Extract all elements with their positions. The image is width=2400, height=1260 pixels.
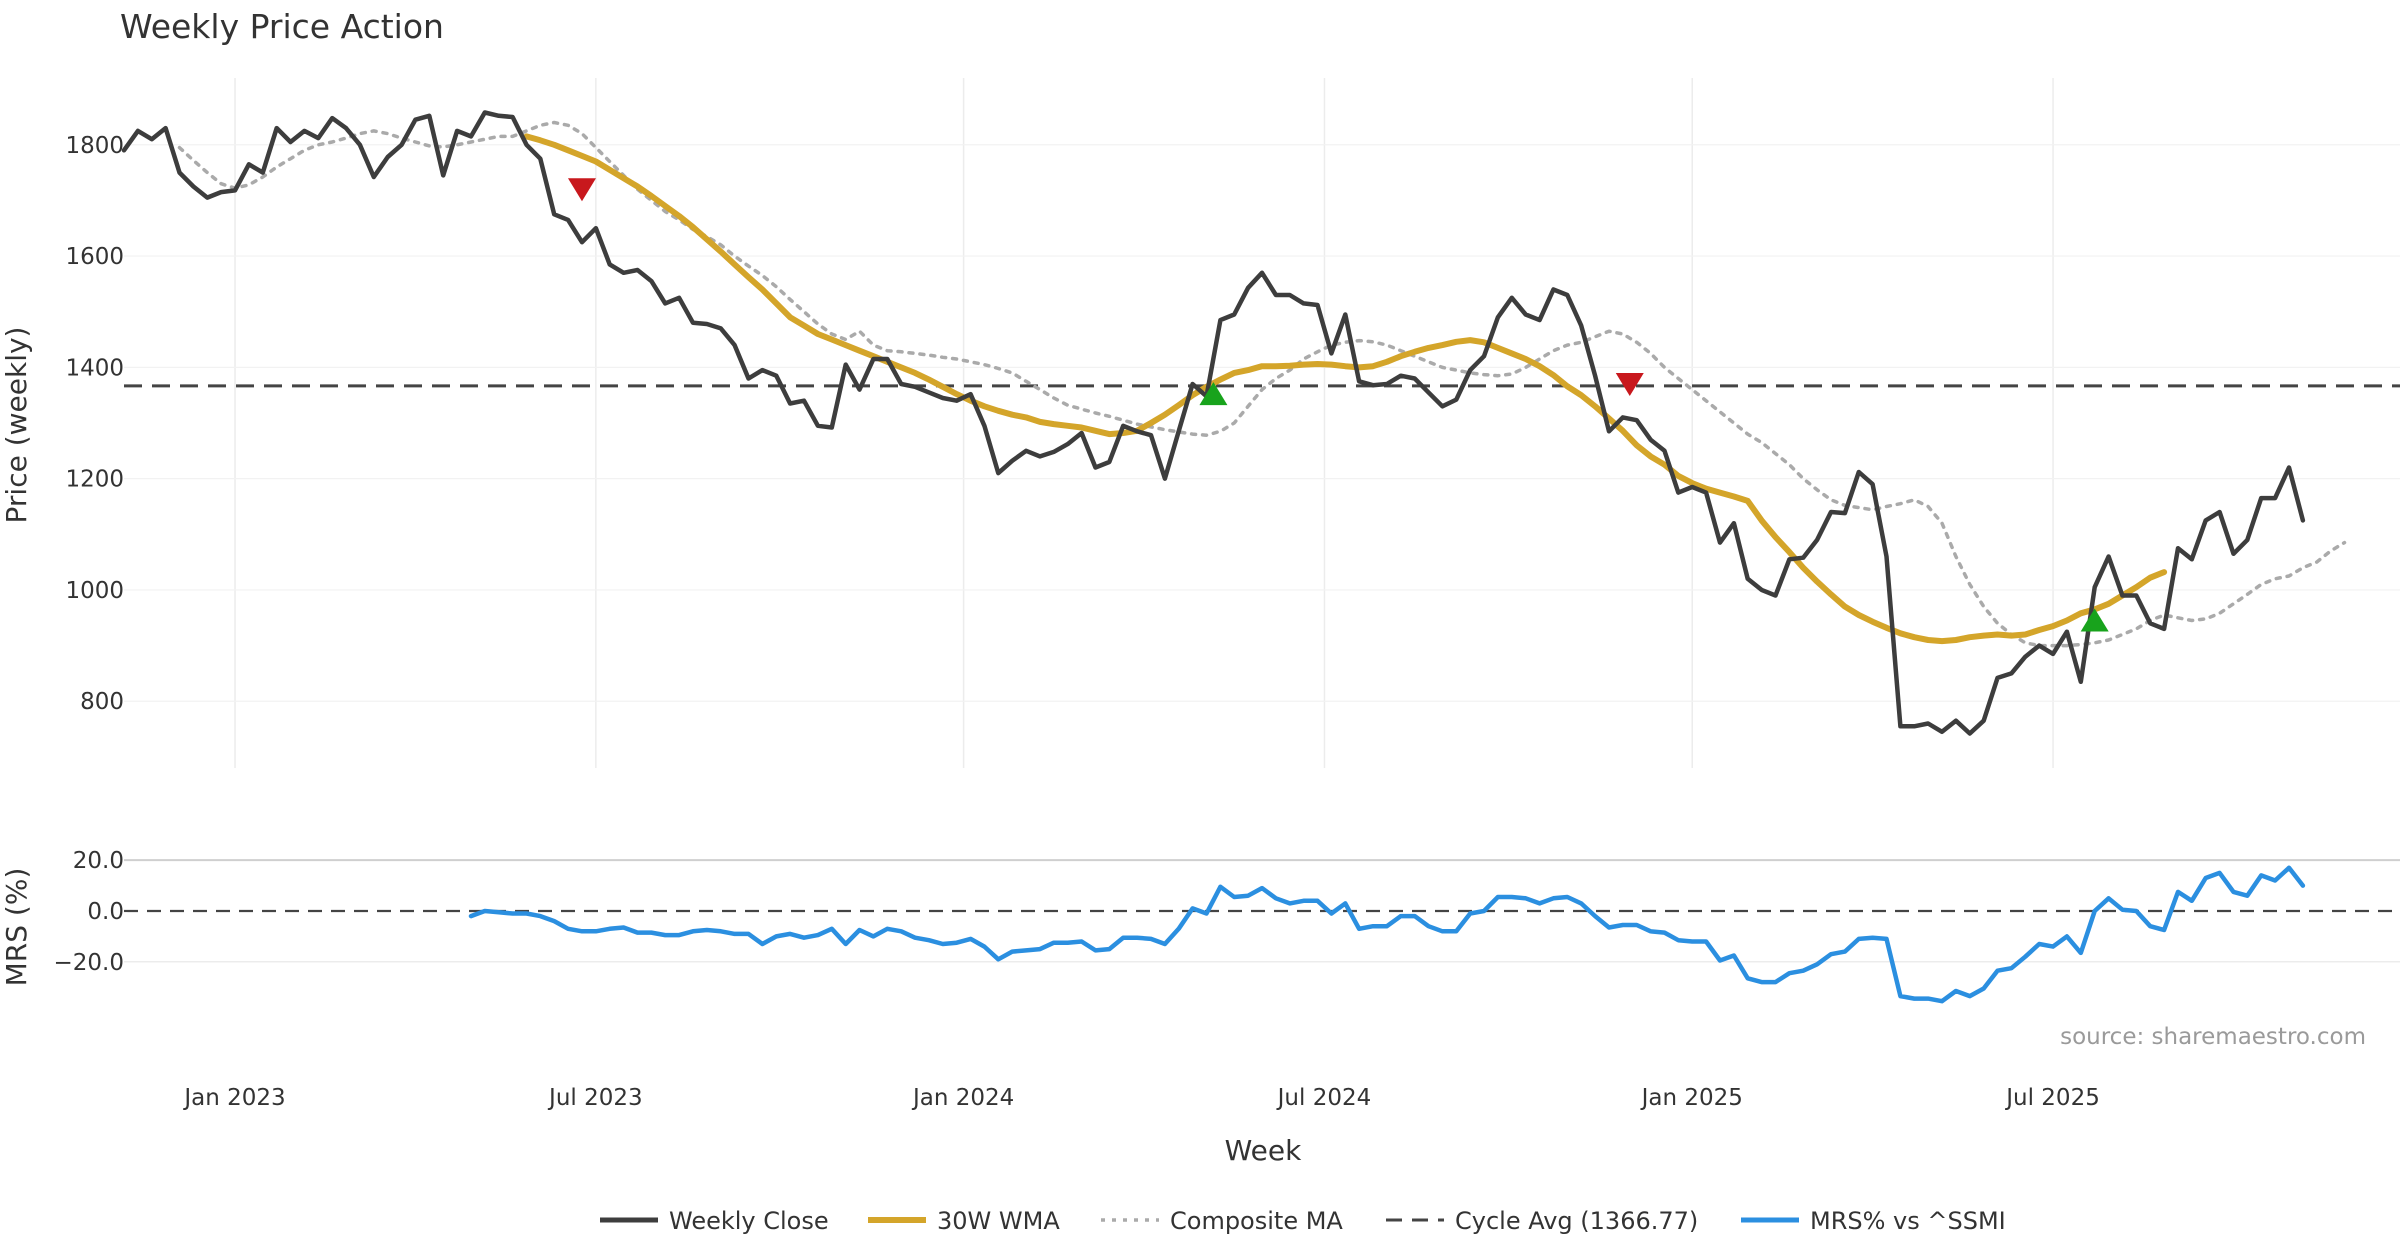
weekly-close-line bbox=[121, 110, 2306, 736]
x-tick-label: Jul 2025 bbox=[2004, 1085, 2100, 1111]
composite-ma-line bbox=[177, 120, 2347, 648]
price-y-tick-label: 800 bbox=[80, 689, 124, 715]
legend-label: MRS% vs ^SSMI bbox=[1810, 1207, 2006, 1235]
buy-signal-marker bbox=[2080, 608, 2109, 632]
price-y-tick-label: 1800 bbox=[65, 133, 124, 159]
legend-label: Composite MA bbox=[1170, 1207, 1343, 1235]
sell-signal-marker bbox=[567, 178, 596, 202]
price-y-tick-label: 1000 bbox=[65, 578, 124, 604]
price-y-axis-label: Price (weekly) bbox=[0, 327, 33, 524]
x-tick-label: Jul 2023 bbox=[547, 1085, 643, 1111]
signals bbox=[567, 178, 2109, 632]
buy-signal-marker bbox=[1199, 382, 1228, 406]
price-y-tick-label: 1400 bbox=[65, 355, 124, 381]
legend-label: Weekly Close bbox=[669, 1207, 829, 1235]
legend-label: 30W WMA bbox=[937, 1207, 1060, 1235]
mrs-y-ticks: 20.0 0.0 −20.0 bbox=[54, 848, 124, 976]
legend-item: Cycle Avg (1366.77) bbox=[1386, 1207, 1698, 1235]
price-y-ticks: 800 1000 1200 1400 1600 1800 bbox=[65, 133, 124, 715]
legend-item: Weekly Close bbox=[600, 1207, 829, 1235]
mrs-grid bbox=[124, 859, 2400, 963]
mrs-y-axis-label: MRS (%) bbox=[0, 868, 33, 987]
mrs-y-tick-label: −20.0 bbox=[54, 950, 124, 976]
price-y-tick-label: 1600 bbox=[65, 244, 124, 270]
mrs-y-tick-label: 20.0 bbox=[73, 848, 124, 874]
legend-item: Composite MA bbox=[1101, 1207, 1343, 1235]
mrs-y-tick-label: 0.0 bbox=[87, 899, 124, 925]
chart-title: Weekly Price Action bbox=[120, 7, 444, 46]
sell-signal-marker bbox=[1615, 373, 1644, 397]
mrs-series bbox=[468, 865, 2306, 1004]
x-ticks: Jan 2023 Jul 2023 Jan 2024 Jul 2024 Jan 2025… bbox=[182, 1085, 2099, 1111]
x-tick-label: Jan 2025 bbox=[1640, 1085, 1743, 1111]
legend-item: 30W WMA bbox=[868, 1207, 1060, 1235]
legend-item: MRS% vs ^SSMI bbox=[1741, 1207, 2006, 1235]
price-series bbox=[121, 110, 2347, 736]
x-tick-label: Jan 2024 bbox=[911, 1085, 1014, 1111]
legend: Weekly Close 30W WMA Composite MA Cycle Avg… bbox=[600, 1207, 2006, 1235]
mrs-line bbox=[468, 865, 2306, 1004]
wma-30w-line bbox=[523, 133, 2168, 645]
price-y-tick-label: 1200 bbox=[65, 467, 124, 493]
x-axis-label: Week bbox=[1225, 1134, 1302, 1167]
source-note: source: sharemaestro.com bbox=[2060, 1024, 2366, 1050]
legend-label: Cycle Avg (1366.77) bbox=[1455, 1207, 1698, 1235]
price-grid bbox=[124, 78, 2400, 768]
x-tick-label: Jan 2023 bbox=[182, 1085, 285, 1111]
x-tick-label: Jul 2024 bbox=[1276, 1085, 1372, 1111]
